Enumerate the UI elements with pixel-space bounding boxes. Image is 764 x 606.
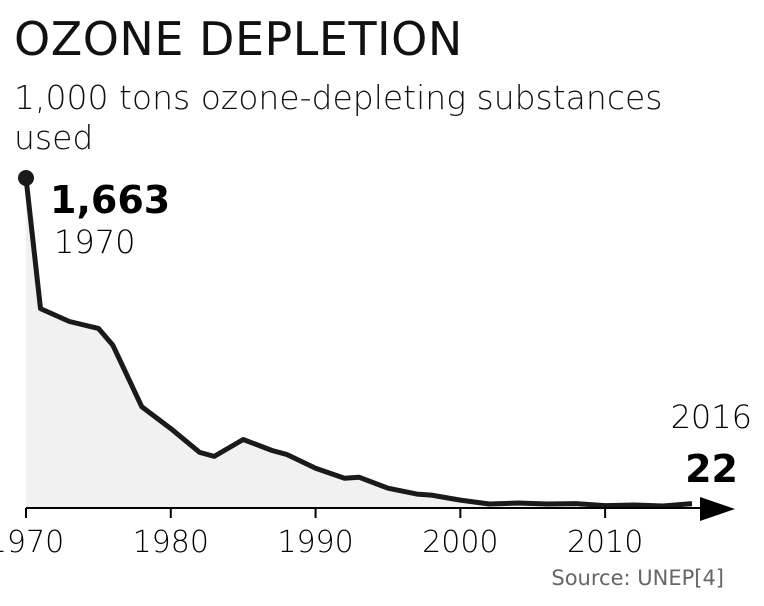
x-tick-label: 1970: [0, 525, 64, 560]
x-tick-label: 1980: [133, 525, 209, 560]
x-tick-label: 2010: [567, 525, 643, 560]
series-line: [23, 177, 693, 509]
x-axis-arrowhead: [700, 497, 735, 521]
area-fill: [26, 178, 692, 508]
start-year-label: 1970: [54, 223, 135, 261]
end-year-label: 2016: [671, 398, 752, 436]
chart-title: OZONE DEPLETION: [14, 12, 463, 66]
source-note: Source: UNEP[4]: [551, 566, 724, 590]
x-tick-label: 1990: [277, 525, 353, 560]
start-value-label: 1,663: [50, 178, 170, 222]
start-point-marker: [18, 170, 34, 186]
x-tick-label: 2000: [422, 525, 498, 560]
end-value-label: 22: [685, 447, 738, 491]
chart-subtitle: 1,000 tons ozone-depleting substances us…: [14, 78, 663, 157]
